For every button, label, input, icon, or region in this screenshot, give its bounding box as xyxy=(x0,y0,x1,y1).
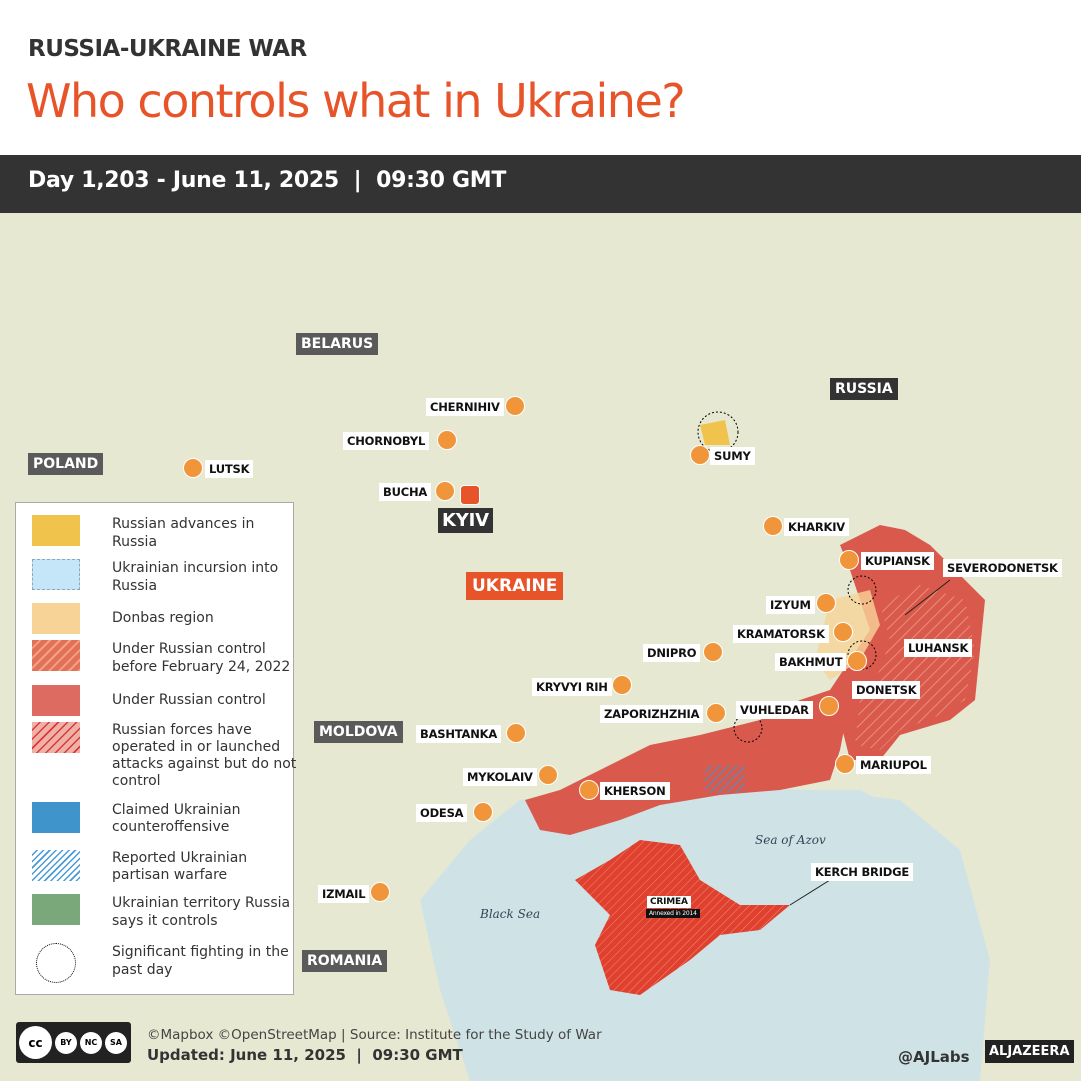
country-romania: ROMANIA xyxy=(302,950,388,972)
city-dot[interactable] xyxy=(370,882,390,902)
city-dot[interactable] xyxy=(437,430,457,450)
creative-commons-badge[interactable]: cc BY NC SA xyxy=(16,1022,131,1063)
city-dot[interactable] xyxy=(435,481,455,501)
handle[interactable]: @AJLabs xyxy=(898,1048,970,1066)
legend-item: Claimed Ukrainian counteroffensive xyxy=(32,802,302,836)
region-label-crimea: CRIMEA xyxy=(647,896,691,908)
city-label-chernihiv: CHERNIHIV xyxy=(426,398,504,416)
header: RUSSIA-UKRAINE WAR Who controls what in … xyxy=(0,0,1081,155)
city-label-izmail: IZMAIL xyxy=(318,885,370,903)
license-sa-icon: SA xyxy=(105,1031,127,1054)
city-label-kyiv: KYIV xyxy=(438,508,493,533)
license-by-icon: BY xyxy=(55,1031,77,1054)
city-dot[interactable] xyxy=(473,802,493,822)
fighting-circle-icon xyxy=(36,943,76,983)
city-dot[interactable] xyxy=(706,703,726,723)
city-label-luhansk: LUHANSK xyxy=(904,639,973,657)
partisan-area xyxy=(705,765,745,793)
legend-item: Under Russian control before February 24… xyxy=(32,640,302,676)
city-label-severodonetsk: SEVERODONETSK xyxy=(943,559,1062,577)
city-label-izyum: IZYUM xyxy=(766,596,815,614)
city-label-sumy: SUMY xyxy=(710,447,755,465)
city-label-kupiansk: KUPIANSK xyxy=(861,552,934,570)
legend-item: Russian forces have operated in or launc… xyxy=(32,722,302,790)
date-bar: Day 1,203 - June 11, 2025 | 09:30 GMT xyxy=(0,155,1081,213)
kicker: RUSSIA-UKRAINE WAR xyxy=(28,36,307,62)
sumy-advance xyxy=(700,420,730,445)
page-title: Who controls what in Ukraine? xyxy=(26,74,686,128)
legend-item: Significant fighting in the past day xyxy=(32,943,302,983)
city-label-bashtanka: BASHTANKA xyxy=(416,725,502,743)
legend-swatch xyxy=(32,640,80,671)
legend-swatch xyxy=(32,515,80,546)
country-ukraine: UKRAINE xyxy=(466,572,564,600)
city-label-vuhledar: VUHLEDAR xyxy=(736,701,813,719)
legend-item: Russian advances in Russia xyxy=(32,515,302,551)
country-russia: RUSSIA xyxy=(830,378,898,400)
city-dot[interactable] xyxy=(183,458,203,478)
legend-item: Ukrainian incursion into Russia xyxy=(32,559,302,595)
legend-swatch xyxy=(32,603,80,634)
city-dot[interactable] xyxy=(763,516,783,536)
city-dot[interactable] xyxy=(506,723,526,743)
fighting-circle xyxy=(847,575,877,605)
country-poland: POLAND xyxy=(28,453,104,475)
credits: ©Mapbox ©OpenStreetMap | Source: Institu… xyxy=(147,1027,602,1043)
legend-swatch xyxy=(32,850,80,881)
city-label-mariupol: MARIUPOL xyxy=(856,756,931,774)
city-label-kryvyi-rih: KRYVYI RIH xyxy=(532,678,612,696)
legend-swatch xyxy=(32,894,80,925)
city-dot[interactable] xyxy=(833,622,853,642)
city-dot[interactable] xyxy=(847,651,867,671)
city-dot[interactable] xyxy=(612,675,632,695)
city-label-kerch-bridge: KERCH BRIDGE xyxy=(811,863,914,881)
city-label-bucha: BUCHA xyxy=(379,483,432,501)
azov-label: Sea of Azov xyxy=(755,833,826,847)
legend-swatch xyxy=(32,722,80,753)
country-moldova: MOLDOVA xyxy=(314,721,403,743)
legend-item: Donbas region xyxy=(32,603,302,634)
fighting-circle xyxy=(697,411,739,453)
legend-item: Reported Ukrainian partisan warfare xyxy=(32,850,302,884)
license-nc-icon: NC xyxy=(80,1031,102,1054)
crimea-annexed-note: Annexed in 2014 xyxy=(646,909,700,918)
legend-swatch xyxy=(32,685,80,716)
city-dot[interactable] xyxy=(690,445,710,465)
city-label-kramatorsk: KRAMATORSK xyxy=(733,625,829,643)
map[interactable]: Black Sea Sea of Azov BELARUS RUSSIA POL… xyxy=(0,213,1081,1081)
legend-item: Ukrainian territory Russia says it contr… xyxy=(32,894,302,930)
severodonetsk-leader xyxy=(904,579,951,616)
updated: Updated: June 11, 2025 | 09:30 GMT xyxy=(147,1046,463,1064)
city-label-kharkiv: KHARKIV xyxy=(784,518,849,536)
city-dot[interactable] xyxy=(819,696,839,716)
legend-swatch xyxy=(32,802,80,833)
city-dot[interactable] xyxy=(816,593,836,613)
city-label-dnipro: DNIPRO xyxy=(643,644,701,662)
city-dot[interactable] xyxy=(703,642,723,662)
city-dot[interactable] xyxy=(505,396,525,416)
city-dot[interactable] xyxy=(839,550,859,570)
city-label-bakhmut: BAKHMUT xyxy=(775,653,847,671)
city-label-kherson: KHERSON xyxy=(600,782,670,800)
city-dot[interactable] xyxy=(835,754,855,774)
legend-swatch xyxy=(32,559,80,590)
cc-icon: cc xyxy=(19,1026,52,1059)
city-label-lutsk: LUTSK xyxy=(205,460,254,478)
city-dot[interactable] xyxy=(579,780,599,800)
occupied-pre-2022 xyxy=(855,585,975,750)
city-label-donetsk: DONETSK xyxy=(852,681,921,699)
aljazeera-logo: ALJAZEERA xyxy=(985,1040,1074,1063)
black-sea-label: Black Sea xyxy=(480,907,541,921)
city-label-zaporizhzhia: ZAPORIZHZHIA xyxy=(600,705,704,723)
city-label-odesa: ODESA xyxy=(416,804,468,822)
capital-marker[interactable] xyxy=(460,485,480,505)
city-dot[interactable] xyxy=(538,765,558,785)
country-belarus: BELARUS xyxy=(296,333,379,355)
kerch-leader xyxy=(789,879,831,906)
legend: Russian advances in Russia Ukrainian inc… xyxy=(15,502,296,995)
city-label-chornobyl: CHORNOBYL xyxy=(343,432,430,450)
legend-item: Under Russian control xyxy=(32,685,302,716)
city-label-mykolaiv: MYKOLAIV xyxy=(463,768,537,786)
